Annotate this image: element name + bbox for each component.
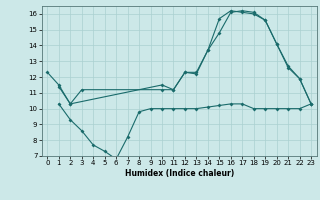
X-axis label: Humidex (Indice chaleur): Humidex (Indice chaleur) xyxy=(124,169,234,178)
